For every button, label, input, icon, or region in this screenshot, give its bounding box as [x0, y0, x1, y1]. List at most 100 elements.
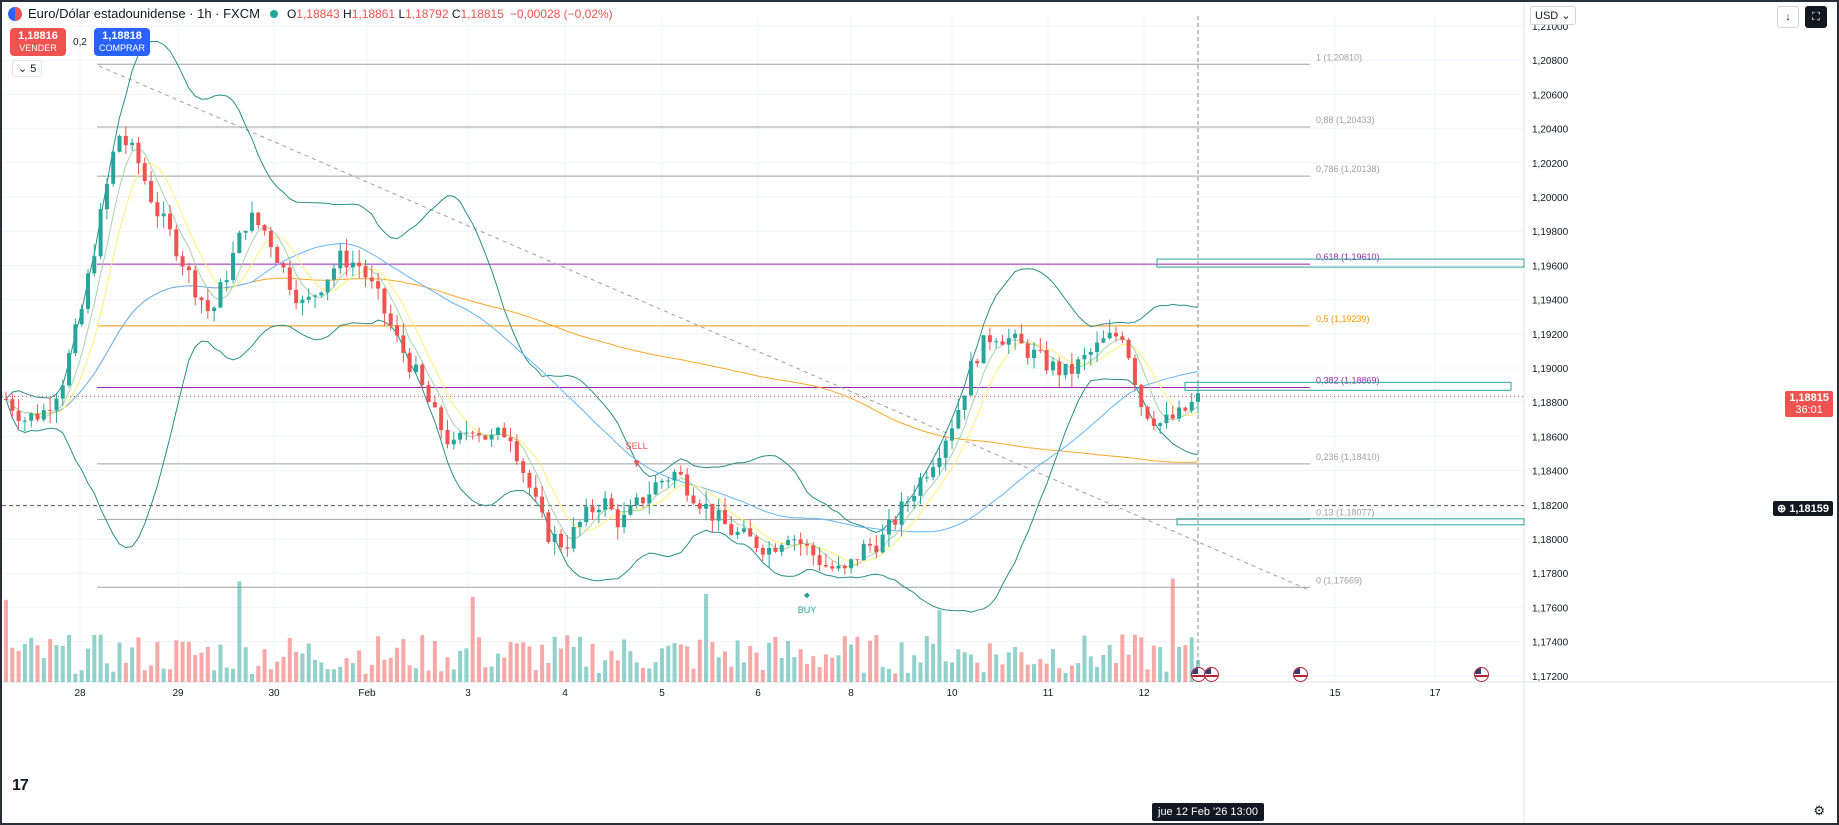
us-flag-icon[interactable]	[1474, 667, 1489, 682]
volume-bar	[224, 667, 229, 682]
candle-body	[722, 510, 727, 525]
volume-bar	[1044, 663, 1049, 682]
candle-body	[1196, 393, 1200, 402]
time-tick-label: 17	[1429, 688, 1441, 699]
volume-bar	[155, 642, 160, 682]
volume-bar	[571, 646, 576, 682]
candle-body	[350, 262, 355, 268]
volume-bar	[1145, 669, 1150, 682]
candle-body	[735, 531, 740, 535]
candle-body	[968, 361, 973, 396]
candle-body	[104, 183, 109, 210]
close-value: 1,18815	[460, 6, 504, 21]
volume-bar	[811, 656, 816, 682]
volume-bar	[1013, 646, 1018, 682]
candle-body	[640, 497, 645, 504]
candle-body	[603, 498, 608, 510]
volume-bar	[981, 672, 986, 682]
volume-bar	[1164, 671, 1169, 682]
candle-body	[798, 539, 803, 545]
volume-bar	[931, 643, 936, 682]
candle-body	[395, 325, 400, 336]
volume-bar	[502, 657, 507, 682]
candle-body	[22, 420, 27, 422]
volume-bar	[363, 673, 368, 682]
volume-bar	[92, 634, 97, 682]
symbol-title[interactable]: Euro/Dólar estadounidense · 1h · FXCM	[28, 6, 260, 21]
sell-button[interactable]: 1,18816 VENDER	[10, 28, 66, 56]
candle-body	[231, 253, 236, 281]
volume-bar	[962, 652, 967, 682]
candle-body	[1082, 354, 1087, 360]
tradingview-logo[interactable]: 17	[12, 777, 29, 794]
fullscreen-icon[interactable]: ⛶	[1805, 6, 1827, 28]
candle-body	[1000, 341, 1005, 345]
candle-body	[313, 295, 318, 297]
buy-button[interactable]: 1,18818 COMPRAR	[94, 28, 150, 56]
ema-blue-line	[5, 242, 1199, 533]
candle-body	[1183, 407, 1188, 411]
time-tick-label: 10	[946, 688, 958, 699]
candle-body	[426, 384, 431, 403]
volume-bar	[559, 648, 564, 682]
candle-body	[344, 250, 349, 268]
candle-body	[584, 506, 589, 523]
price-tick-label: 1,20800	[1532, 56, 1569, 67]
volume-bar	[678, 644, 683, 682]
candle-body	[502, 427, 507, 438]
currency-select[interactable]: USD ⌄	[1530, 6, 1576, 25]
volume-bar	[1095, 666, 1100, 682]
candle-body	[1013, 333, 1018, 339]
low-value: 1,18792	[405, 6, 449, 21]
volume-bar	[666, 645, 671, 682]
volume-bar	[420, 635, 425, 682]
volume-bar	[439, 671, 444, 682]
candle-body	[294, 289, 299, 304]
volume-bar	[653, 662, 658, 682]
candle-body	[811, 545, 816, 556]
candle-body	[1057, 361, 1062, 376]
price-tick-label: 1,18600	[1532, 432, 1569, 443]
volume-bar	[495, 653, 500, 682]
gear-icon[interactable]: ⚙	[1813, 803, 1825, 818]
volume-bar	[533, 670, 538, 682]
candle-body	[1151, 418, 1156, 426]
candle-body	[691, 495, 696, 504]
us-flag-icon[interactable]	[1293, 667, 1308, 682]
candle-body	[256, 212, 261, 225]
price-tick-label: 1,18400	[1532, 467, 1569, 478]
ema-green-line	[5, 147, 1199, 568]
volume-bar	[748, 645, 753, 682]
volume-bar	[275, 661, 280, 682]
time-tick-label: Feb	[358, 688, 376, 699]
candle-body	[792, 539, 797, 541]
candle-body	[817, 555, 822, 566]
volume-bar	[218, 644, 223, 682]
volume-bar	[111, 671, 116, 682]
candle-body	[1044, 350, 1049, 371]
volume-bar	[1057, 668, 1062, 682]
sell-signal-marker	[633, 460, 640, 468]
candle-body	[376, 281, 381, 289]
candle-body	[92, 256, 97, 274]
price-tick-label: 1,18200	[1532, 501, 1569, 512]
us-flag-icon[interactable]	[1204, 667, 1219, 682]
symbol-icon	[8, 6, 22, 21]
candle-body	[962, 395, 967, 410]
candle-body	[685, 474, 690, 496]
fib-level-label: 0,13 (1,18077)	[1316, 507, 1375, 517]
sell-signal-label: SELL	[626, 441, 648, 451]
arrow-down-icon[interactable]: ↓	[1777, 6, 1799, 28]
volume-bar	[193, 655, 198, 682]
volume-bar	[104, 663, 109, 682]
fib-level-label: 1 (1,20810)	[1316, 52, 1362, 62]
candle-body	[123, 135, 128, 146]
indicators-toggle[interactable]: ⌄ 5	[12, 60, 43, 77]
candle-body	[950, 428, 955, 441]
candle-body	[1158, 423, 1163, 426]
volume-bar	[451, 669, 456, 682]
candle-body	[1164, 414, 1169, 424]
candle-body	[54, 398, 59, 411]
toolbar-right: ↓ ⛶	[1777, 6, 1827, 28]
